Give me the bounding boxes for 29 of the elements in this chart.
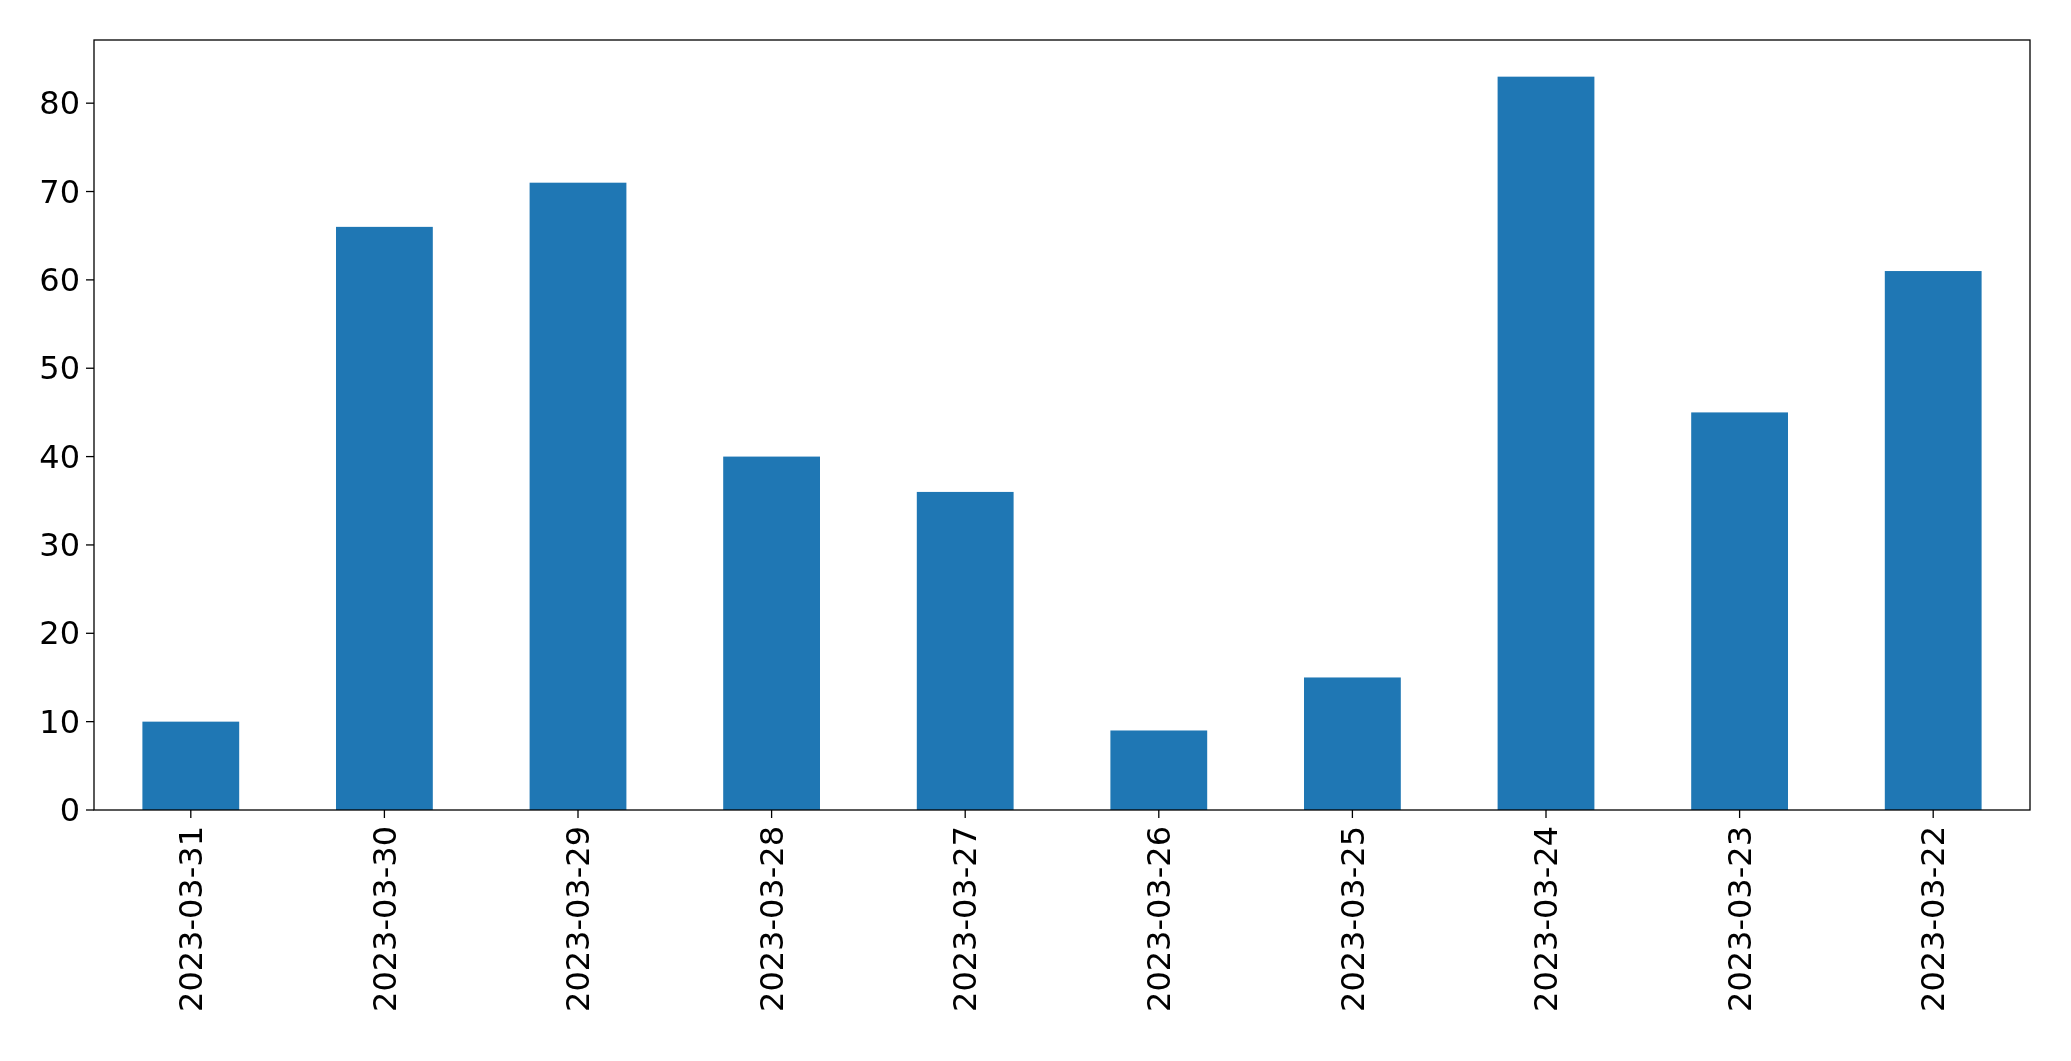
bar (529, 182, 627, 810)
x-tick-label: 2023-03-27 (946, 826, 985, 1012)
bar (1691, 412, 1788, 810)
y-tick-label: 20 (39, 614, 80, 653)
bar (723, 456, 820, 810)
y-tick-label: 40 (39, 437, 80, 476)
x-tick-label: 2023-03-31 (172, 826, 210, 1012)
y-tick-label: 30 (39, 526, 80, 565)
x-tick-label: 2023-03-29 (559, 826, 598, 1012)
x-tick-label: 2023-03-22 (1914, 826, 1953, 1012)
bar (336, 226, 433, 810)
bar (1110, 730, 1208, 810)
x-tick-label: 2023-03-28 (752, 826, 791, 1012)
x-tick-label: 2023-03-25 (1333, 826, 1372, 1012)
y-tick-label: 10 (39, 702, 80, 741)
bar (916, 491, 1014, 810)
x-tick-label: 2023-03-23 (1720, 826, 1759, 1012)
y-tick-label: 70 (39, 172, 80, 211)
y-tick-label: 80 (39, 84, 80, 123)
y-tick-label: 0 (59, 791, 80, 830)
y-tick-label: 60 (39, 261, 80, 300)
y-tick-label: 50 (39, 349, 80, 388)
x-tick-label: 2023-03-24 (1527, 826, 1566, 1012)
bar (142, 721, 240, 810)
x-tick-label: 2023-03-26 (1140, 826, 1178, 1012)
bar (1497, 76, 1595, 810)
bar (1884, 271, 1982, 810)
bar (1304, 677, 1401, 810)
x-tick-label: 2023-03-30 (365, 826, 404, 1012)
